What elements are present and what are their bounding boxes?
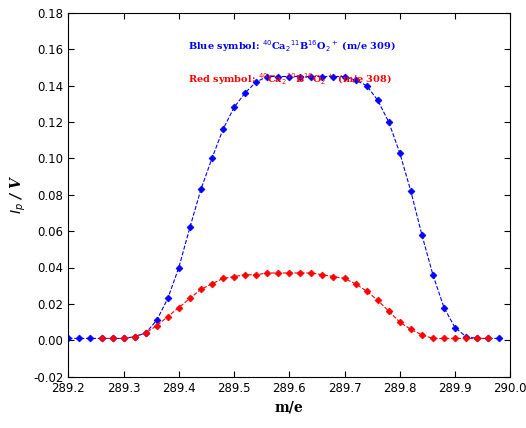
Text: Blue symbol: $^{40}$Ca$_2$$^{11}$B$^{16}$O$_2$$^+$ (m/e 309): Blue symbol: $^{40}$Ca$_2$$^{11}$B$^{16}… — [188, 39, 396, 54]
Y-axis label: $I_p$ / V: $I_p$ / V — [8, 175, 27, 214]
Text: Red symbol: $^{40}$Ca$_2$$^{10}$B$^{16}$O$_2$$^+$ (m/e 308): Red symbol: $^{40}$Ca$_2$$^{10}$B$^{16}$… — [188, 71, 391, 87]
X-axis label: m/e: m/e — [275, 400, 304, 414]
